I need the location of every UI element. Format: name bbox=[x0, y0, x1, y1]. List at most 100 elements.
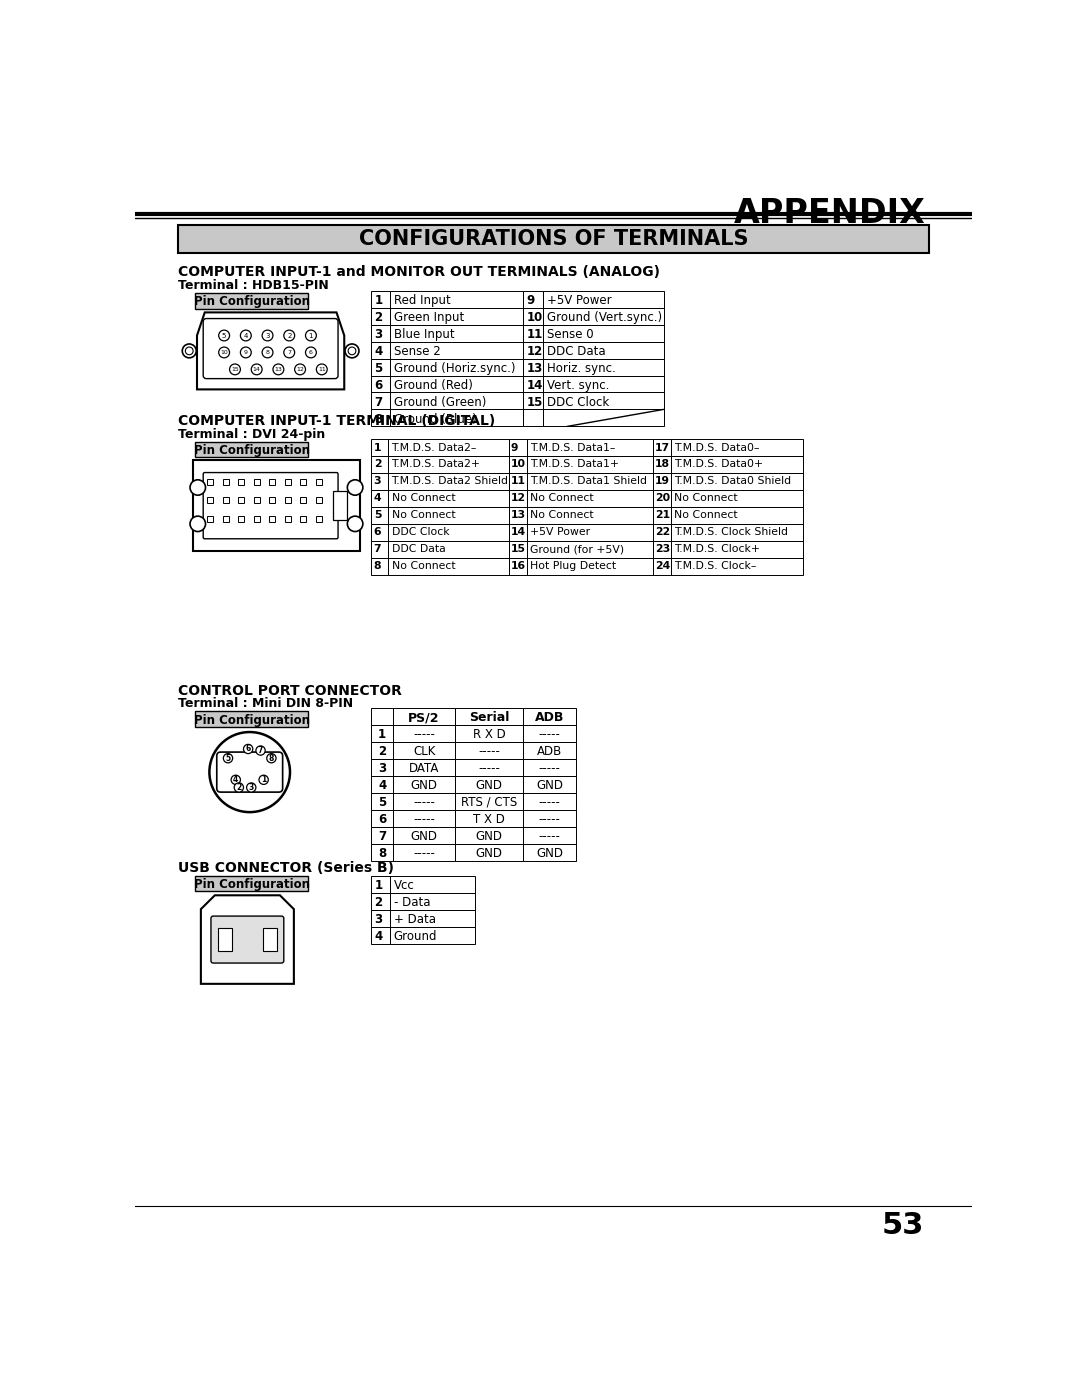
Text: 3: 3 bbox=[375, 914, 382, 926]
Text: COMPUTER INPUT-1 TERMINAL (DIGITAL): COMPUTER INPUT-1 TERMINAL (DIGITAL) bbox=[177, 414, 495, 427]
Ellipse shape bbox=[262, 346, 273, 358]
Text: 7: 7 bbox=[374, 545, 381, 555]
Bar bbox=[390, 393, 524, 409]
Text: 8: 8 bbox=[374, 562, 381, 571]
Text: ADB: ADB bbox=[537, 745, 563, 759]
Bar bbox=[524, 376, 543, 393]
Ellipse shape bbox=[295, 365, 306, 374]
Bar bbox=[524, 775, 576, 793]
Bar bbox=[372, 708, 393, 725]
Bar bbox=[393, 844, 455, 861]
Text: 22: 22 bbox=[656, 527, 671, 538]
Bar bbox=[372, 876, 390, 893]
Bar bbox=[543, 307, 663, 324]
Bar bbox=[527, 557, 652, 576]
Bar bbox=[207, 515, 213, 522]
Text: Pin Configuration: Pin Configuration bbox=[193, 879, 310, 891]
Ellipse shape bbox=[246, 782, 256, 792]
Bar bbox=[254, 479, 260, 485]
Text: DDC Data: DDC Data bbox=[392, 545, 445, 555]
Bar bbox=[238, 497, 244, 503]
Bar bbox=[315, 479, 322, 485]
Bar bbox=[672, 490, 804, 507]
Bar bbox=[672, 474, 804, 490]
Text: -----: ----- bbox=[539, 763, 561, 775]
Text: Hot Plug Detect: Hot Plug Detect bbox=[530, 562, 617, 571]
Text: 1: 1 bbox=[261, 775, 267, 784]
Bar bbox=[195, 293, 308, 309]
Circle shape bbox=[210, 732, 291, 812]
Text: -----: ----- bbox=[414, 796, 435, 809]
Bar bbox=[389, 457, 509, 474]
FancyBboxPatch shape bbox=[211, 916, 284, 963]
Text: T.M.D.S. Clock Shield: T.M.D.S. Clock Shield bbox=[674, 527, 788, 538]
Bar bbox=[524, 827, 576, 844]
Bar bbox=[652, 474, 672, 490]
Bar bbox=[509, 457, 527, 474]
Text: + Data: + Data bbox=[394, 914, 436, 926]
Ellipse shape bbox=[348, 515, 363, 531]
Text: 2: 2 bbox=[374, 460, 381, 469]
Text: Vcc: Vcc bbox=[394, 879, 415, 893]
Text: Terminal : HDB15-PIN: Terminal : HDB15-PIN bbox=[177, 279, 328, 292]
Text: 6: 6 bbox=[245, 745, 251, 753]
Bar bbox=[509, 474, 527, 490]
Text: 7: 7 bbox=[375, 395, 382, 408]
Ellipse shape bbox=[284, 346, 295, 358]
Bar bbox=[652, 440, 672, 457]
Text: GND: GND bbox=[410, 830, 437, 842]
Polygon shape bbox=[201, 895, 294, 983]
Text: 19: 19 bbox=[656, 476, 670, 486]
Text: 4: 4 bbox=[375, 930, 382, 943]
Bar bbox=[393, 775, 455, 793]
Bar bbox=[390, 291, 524, 307]
Bar bbox=[389, 541, 509, 557]
Text: T.M.D.S. Data0+: T.M.D.S. Data0+ bbox=[674, 460, 764, 469]
Text: 5: 5 bbox=[221, 332, 227, 338]
Bar bbox=[300, 479, 307, 485]
Bar bbox=[524, 810, 576, 827]
Text: GND: GND bbox=[475, 780, 502, 792]
Text: 9: 9 bbox=[511, 443, 518, 453]
Text: GND: GND bbox=[536, 847, 563, 859]
Bar bbox=[390, 926, 475, 944]
Text: T.M.D.S. Data0 Shield: T.M.D.S. Data0 Shield bbox=[674, 476, 792, 486]
Bar bbox=[455, 708, 524, 725]
Text: 15: 15 bbox=[231, 367, 239, 372]
FancyBboxPatch shape bbox=[217, 752, 283, 792]
Bar bbox=[389, 440, 509, 457]
Bar bbox=[543, 324, 663, 342]
Bar bbox=[238, 479, 244, 485]
Bar bbox=[222, 497, 229, 503]
Text: APPENDIX: APPENDIX bbox=[733, 197, 926, 231]
Text: 6: 6 bbox=[309, 349, 313, 355]
Bar bbox=[372, 393, 390, 409]
FancyBboxPatch shape bbox=[203, 319, 338, 379]
Text: DDC Data: DDC Data bbox=[548, 345, 606, 358]
Bar bbox=[389, 524, 509, 541]
Text: T.M.D.S. Data2 Shield: T.M.D.S. Data2 Shield bbox=[392, 476, 509, 486]
Bar bbox=[393, 827, 455, 844]
Bar bbox=[527, 507, 652, 524]
Text: No Connect: No Connect bbox=[674, 510, 738, 520]
Bar bbox=[509, 490, 527, 507]
Text: T.M.D.S. Data0–: T.M.D.S. Data0– bbox=[674, 443, 760, 453]
Text: T.M.D.S. Data1 Shield: T.M.D.S. Data1 Shield bbox=[530, 476, 647, 486]
Bar bbox=[524, 759, 576, 775]
Text: T X D: T X D bbox=[473, 813, 505, 826]
Text: No Connect: No Connect bbox=[674, 493, 738, 503]
Text: Sense 2: Sense 2 bbox=[394, 345, 441, 358]
Bar bbox=[390, 359, 524, 376]
Bar bbox=[672, 440, 804, 457]
Bar bbox=[269, 497, 275, 503]
Bar bbox=[372, 844, 393, 861]
Text: 2: 2 bbox=[375, 312, 382, 324]
Text: +5V Power: +5V Power bbox=[548, 293, 612, 307]
Bar bbox=[527, 541, 652, 557]
Bar bbox=[195, 441, 308, 457]
Bar bbox=[372, 507, 389, 524]
Text: Pin Configuration: Pin Configuration bbox=[193, 714, 310, 726]
Text: 13: 13 bbox=[526, 362, 542, 374]
Text: 4: 4 bbox=[233, 775, 239, 784]
Bar bbox=[524, 793, 576, 810]
